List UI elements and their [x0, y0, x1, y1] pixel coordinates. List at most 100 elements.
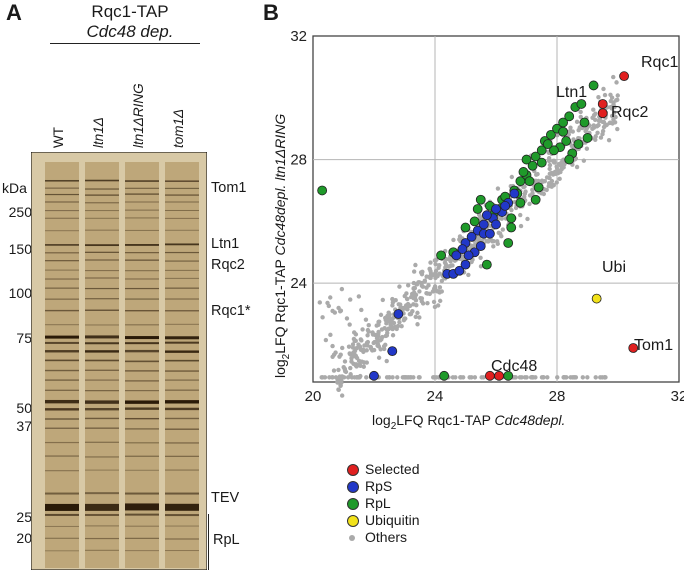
point-others: [328, 332, 333, 338]
point-others: [598, 135, 604, 140]
point-others: [339, 286, 345, 292]
point-others: [551, 158, 557, 164]
point-others: [615, 126, 620, 132]
point-others: [344, 316, 350, 321]
point-others: [386, 314, 391, 319]
panel-a-title: Rqc1-TAP: [91, 2, 169, 21]
x-tick-label: 20: [305, 388, 322, 405]
point-others: [495, 241, 500, 247]
point-others: [386, 310, 391, 315]
point-others: [556, 168, 561, 173]
point-rpl: [515, 197, 526, 208]
point-rpl: [469, 216, 480, 227]
point-others: [571, 375, 577, 380]
point-rpl: [549, 145, 559, 156]
point-others: [475, 237, 481, 242]
point-rps: [481, 210, 492, 221]
point-others: [434, 375, 439, 380]
point-others: [495, 186, 501, 191]
point-others: [417, 280, 422, 285]
point-others: [584, 146, 590, 151]
point-rpl: [546, 129, 556, 140]
point-others: [322, 375, 328, 380]
x-axis-label: log2LFQ Rqc1-TAP Cdc48depl.: [372, 412, 566, 432]
point-others: [347, 351, 352, 356]
band-label-rpl: RpL: [213, 532, 240, 548]
point-rps: [463, 250, 474, 261]
panel-b-letter: B: [263, 0, 279, 25]
point-others: [330, 375, 335, 380]
legend-dot-selected: [347, 464, 359, 476]
point-others: [383, 342, 388, 348]
point-rpl: [506, 213, 517, 224]
point-others: [437, 285, 443, 290]
point-others: [596, 95, 601, 100]
point-others: [320, 315, 325, 320]
point-others: [387, 375, 392, 380]
point-others: [385, 330, 390, 336]
legend-dot-rpl: [347, 498, 359, 510]
point-others: [404, 296, 410, 302]
point-others: [583, 128, 588, 134]
point-others: [380, 297, 385, 303]
point-others: [348, 297, 353, 302]
point-rps: [393, 309, 404, 319]
point-others: [578, 114, 583, 120]
point-others: [409, 294, 414, 300]
point-selected: [597, 108, 608, 119]
point-others: [606, 137, 612, 143]
point-others: [415, 322, 420, 327]
point-others: [397, 320, 402, 325]
point-others: [419, 283, 425, 288]
point-others: [491, 244, 496, 249]
point-others: [368, 346, 374, 351]
point-others: [530, 187, 535, 192]
gel-image: [31, 152, 207, 570]
point-rps: [460, 259, 471, 270]
point-others: [418, 296, 423, 301]
point-others: [547, 166, 552, 172]
point-others: [352, 354, 358, 359]
mw-25: 25: [16, 509, 32, 525]
point-others: [435, 273, 440, 279]
point-others: [417, 375, 422, 380]
point-rpl: [564, 111, 575, 122]
point-others: [425, 300, 430, 306]
annot-tom1: Tom1: [634, 337, 674, 354]
point-others: [478, 255, 483, 260]
point-rps: [369, 370, 379, 381]
point-rpl: [475, 194, 486, 205]
point-others: [435, 289, 441, 294]
point-others: [469, 375, 474, 380]
point-others: [426, 283, 431, 288]
point-others: [390, 296, 395, 302]
point-others: [350, 345, 356, 350]
point-others: [600, 375, 605, 380]
point-others: [574, 119, 580, 125]
point-others: [591, 107, 596, 112]
point-others: [353, 332, 359, 337]
point-others: [535, 171, 540, 177]
point-others: [366, 322, 371, 328]
point-others: [399, 324, 404, 329]
point-others: [339, 374, 345, 379]
annot-cdc48: Cdc48: [491, 358, 538, 375]
point-rps: [478, 219, 489, 230]
legend-dot-rps: [347, 481, 359, 493]
point-rpl: [536, 145, 547, 156]
point-rpl: [536, 157, 547, 168]
point-others: [353, 363, 358, 368]
point-others: [433, 262, 438, 267]
point-others: [517, 375, 523, 380]
point-others: [358, 347, 364, 353]
point-others: [425, 291, 430, 296]
point-others: [547, 162, 553, 168]
point-others: [328, 295, 333, 300]
point-rpl: [527, 160, 538, 171]
point-rpl: [518, 167, 529, 177]
point-others: [518, 212, 523, 218]
point-others: [376, 322, 381, 327]
point-others: [336, 387, 341, 393]
point-others: [336, 367, 341, 373]
